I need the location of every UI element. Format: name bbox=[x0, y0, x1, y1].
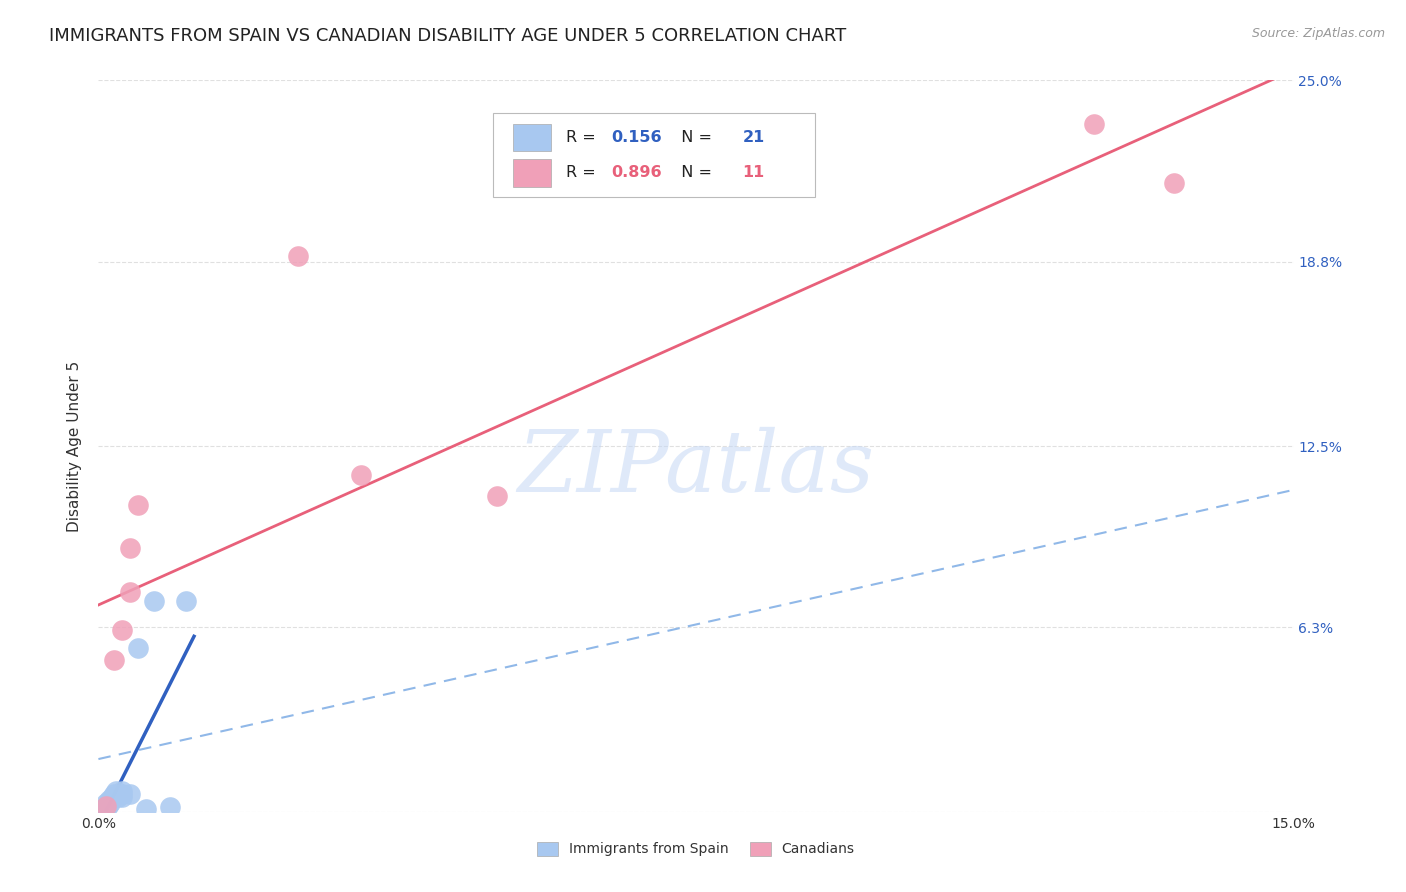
FancyBboxPatch shape bbox=[513, 124, 551, 152]
Point bbox=[1083, 117, 1105, 131]
Point bbox=[159, 800, 181, 814]
Point bbox=[103, 790, 125, 805]
Point bbox=[96, 798, 118, 813]
Point bbox=[97, 793, 120, 807]
Text: N =: N = bbox=[671, 130, 717, 145]
Point bbox=[103, 787, 125, 801]
Text: 0.156: 0.156 bbox=[612, 130, 662, 145]
Legend: Immigrants from Spain, Canadians: Immigrants from Spain, Canadians bbox=[530, 835, 862, 863]
Point bbox=[127, 498, 149, 512]
Point bbox=[135, 802, 157, 816]
Point bbox=[93, 802, 115, 816]
Point bbox=[111, 624, 134, 638]
Point bbox=[485, 489, 508, 503]
Point bbox=[120, 541, 142, 556]
Point bbox=[111, 787, 134, 801]
Point bbox=[101, 790, 124, 805]
Point bbox=[103, 652, 125, 666]
Y-axis label: Disability Age Under 5: Disability Age Under 5 bbox=[67, 360, 83, 532]
Text: ZIPatlas: ZIPatlas bbox=[517, 426, 875, 509]
Text: 11: 11 bbox=[742, 165, 765, 180]
Text: R =: R = bbox=[565, 165, 600, 180]
Text: 0.896: 0.896 bbox=[612, 165, 662, 180]
Point bbox=[120, 585, 142, 599]
Point bbox=[1163, 176, 1185, 190]
Text: 21: 21 bbox=[742, 130, 765, 145]
Point bbox=[104, 784, 127, 798]
Point bbox=[143, 594, 166, 608]
Text: Source: ZipAtlas.com: Source: ZipAtlas.com bbox=[1251, 27, 1385, 40]
Text: N =: N = bbox=[671, 165, 717, 180]
Point bbox=[111, 784, 134, 798]
Point bbox=[287, 249, 309, 263]
Point bbox=[96, 800, 118, 814]
Text: IMMIGRANTS FROM SPAIN VS CANADIAN DISABILITY AGE UNDER 5 CORRELATION CHART: IMMIGRANTS FROM SPAIN VS CANADIAN DISABI… bbox=[49, 27, 846, 45]
FancyBboxPatch shape bbox=[513, 159, 551, 186]
Point bbox=[174, 594, 197, 608]
Point bbox=[91, 802, 114, 816]
Point bbox=[96, 796, 118, 810]
Point bbox=[107, 790, 129, 805]
Point bbox=[120, 787, 142, 801]
Text: R =: R = bbox=[565, 130, 600, 145]
Point bbox=[111, 790, 134, 805]
FancyBboxPatch shape bbox=[494, 113, 815, 197]
Point bbox=[98, 796, 122, 810]
Point bbox=[97, 798, 120, 813]
Point bbox=[127, 640, 149, 655]
Point bbox=[350, 468, 373, 483]
